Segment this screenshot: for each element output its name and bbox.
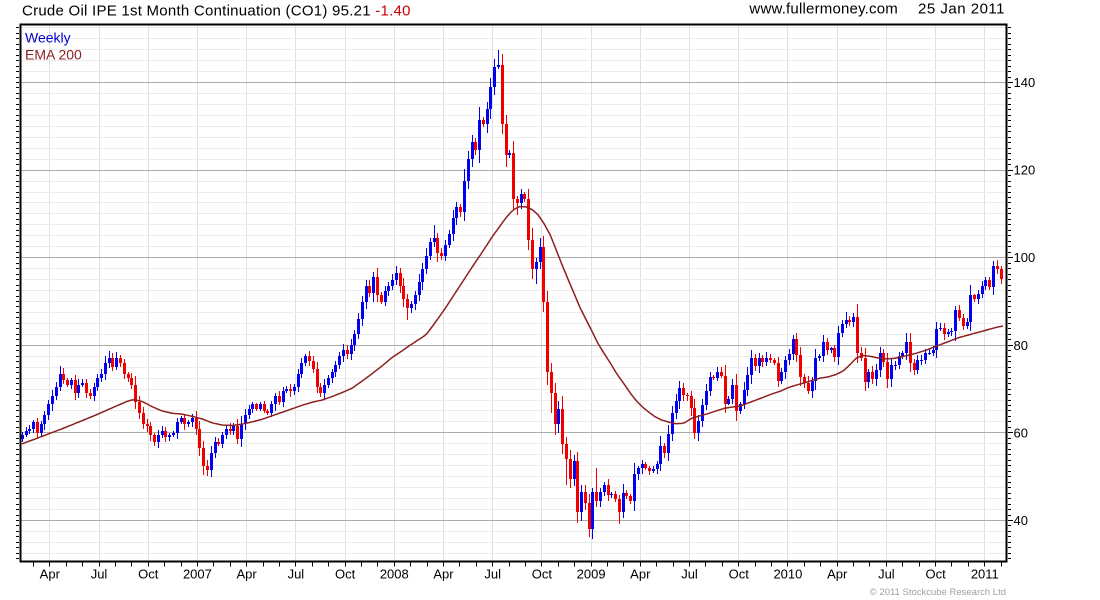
svg-text:Oct: Oct [138, 567, 159, 582]
svg-text:Apr: Apr [40, 567, 61, 582]
svg-text:Jul: Jul [91, 567, 108, 582]
svg-text:Jul: Jul [878, 567, 895, 582]
svg-text:Weekly: Weekly [25, 30, 71, 46]
svg-text:Crude Oil IPE 1st Month Contin: Crude Oil IPE 1st Month Continuation (CO… [22, 3, 411, 20]
svg-text:2009: 2009 [577, 567, 606, 582]
svg-text:Jul: Jul [681, 567, 698, 582]
svg-text:60: 60 [1014, 425, 1028, 440]
svg-text:2010: 2010 [773, 567, 802, 582]
svg-text:www.fullermoney.com: www.fullermoney.com [748, 1, 898, 18]
svg-text:Apr: Apr [827, 567, 848, 582]
svg-text:Jul: Jul [288, 567, 305, 582]
svg-text:2011: 2011 [971, 567, 999, 582]
svg-text:2008: 2008 [380, 567, 409, 582]
svg-text:Apr: Apr [630, 567, 651, 582]
svg-text:25 Jan 2011: 25 Jan 2011 [918, 1, 1005, 18]
svg-text:Jul: Jul [484, 567, 501, 582]
svg-text:40: 40 [1014, 513, 1028, 528]
svg-text:120: 120 [1014, 163, 1036, 178]
svg-text:100: 100 [1014, 250, 1036, 265]
svg-text:80: 80 [1014, 338, 1028, 353]
svg-text:Oct: Oct [532, 567, 553, 582]
svg-text:Oct: Oct [335, 567, 356, 582]
svg-text:Apr: Apr [236, 567, 257, 582]
svg-text:EMA 200: EMA 200 [25, 47, 82, 63]
svg-text:Oct: Oct [925, 567, 946, 582]
svg-text:140: 140 [1014, 75, 1036, 90]
svg-text:Apr: Apr [433, 567, 454, 582]
svg-text:Oct: Oct [729, 567, 750, 582]
svg-text:2007: 2007 [183, 567, 212, 582]
svg-text:© 2011 Stockcube Research Ltd: © 2011 Stockcube Research Ltd [870, 587, 1006, 598]
